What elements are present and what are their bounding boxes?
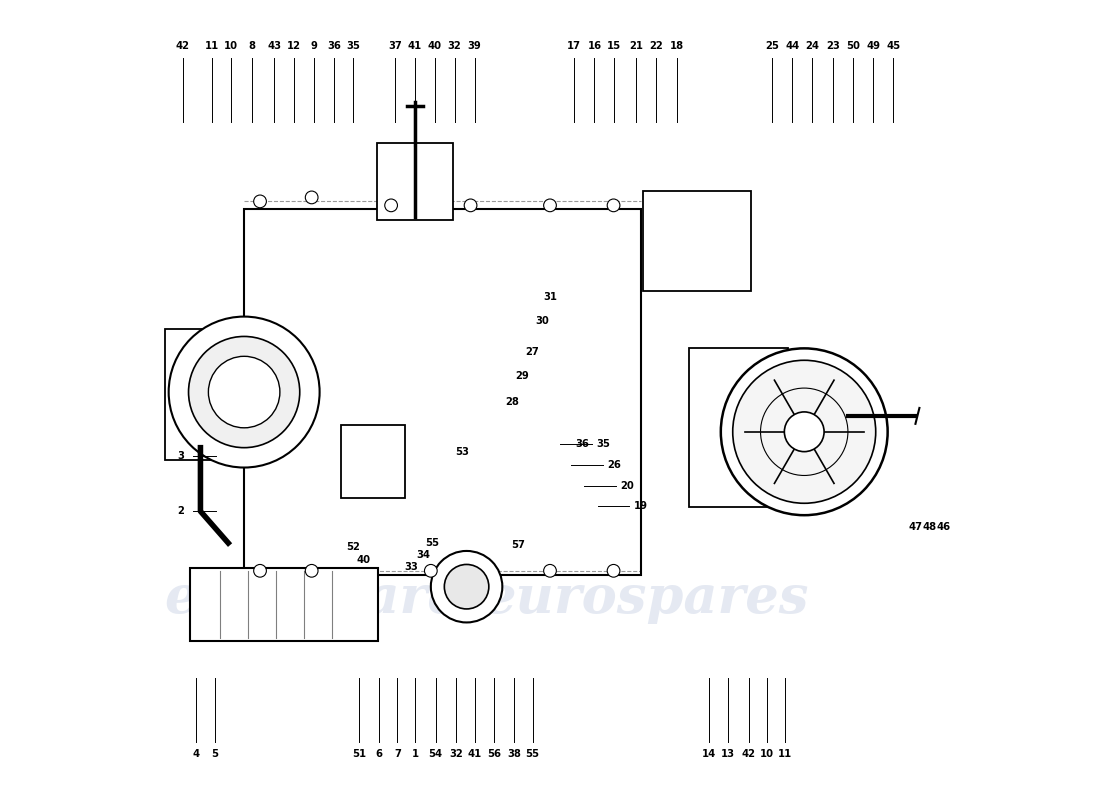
FancyBboxPatch shape [642, 191, 751, 291]
Circle shape [168, 317, 320, 467]
Text: 45: 45 [887, 42, 900, 51]
Text: 30: 30 [536, 315, 549, 326]
Text: 7: 7 [394, 749, 400, 758]
Circle shape [543, 199, 557, 212]
Text: 9: 9 [310, 42, 318, 51]
Text: 37: 37 [388, 42, 401, 51]
Text: 53: 53 [455, 446, 470, 457]
Circle shape [464, 199, 477, 212]
Text: 28: 28 [505, 397, 519, 406]
Circle shape [188, 337, 300, 448]
Text: 13: 13 [720, 749, 735, 758]
Text: 5: 5 [211, 749, 218, 758]
Circle shape [254, 195, 266, 208]
Text: 18: 18 [670, 42, 684, 51]
FancyBboxPatch shape [190, 569, 377, 641]
Text: 8: 8 [249, 42, 255, 51]
FancyBboxPatch shape [165, 329, 249, 459]
Text: 57: 57 [512, 539, 525, 550]
Text: 46: 46 [936, 522, 950, 532]
Text: 54: 54 [429, 749, 442, 758]
Text: 12: 12 [287, 42, 301, 51]
Text: 35: 35 [346, 42, 360, 51]
Text: 10: 10 [760, 749, 774, 758]
Circle shape [385, 199, 397, 212]
Text: 20: 20 [620, 481, 634, 490]
FancyBboxPatch shape [689, 348, 789, 507]
Circle shape [784, 412, 824, 452]
Circle shape [306, 565, 318, 577]
Text: 17: 17 [566, 42, 581, 51]
Text: 55: 55 [526, 749, 539, 758]
Circle shape [254, 565, 266, 577]
Text: 48: 48 [923, 522, 937, 532]
Text: 11: 11 [206, 42, 220, 51]
Text: 55: 55 [426, 538, 439, 548]
Text: 22: 22 [649, 42, 662, 51]
Circle shape [733, 360, 876, 503]
FancyBboxPatch shape [377, 143, 453, 220]
Text: 56: 56 [487, 749, 502, 758]
Text: 32: 32 [450, 749, 463, 758]
Circle shape [720, 348, 888, 515]
Text: 36: 36 [575, 438, 589, 449]
Text: 33: 33 [404, 562, 418, 572]
Text: 27: 27 [526, 347, 539, 358]
Text: 36: 36 [327, 42, 341, 51]
Circle shape [607, 199, 620, 212]
Text: 2: 2 [177, 506, 184, 516]
Text: 31: 31 [543, 292, 557, 302]
Text: 41: 41 [468, 749, 482, 758]
Text: 6: 6 [376, 749, 383, 758]
Text: eurospares: eurospares [482, 573, 808, 624]
Text: 52: 52 [346, 542, 360, 552]
FancyBboxPatch shape [341, 426, 406, 498]
Text: 34: 34 [416, 550, 430, 560]
Circle shape [431, 551, 503, 622]
Text: 21: 21 [629, 42, 642, 51]
Text: 1: 1 [411, 749, 418, 758]
Circle shape [444, 565, 488, 609]
Text: 29: 29 [515, 371, 529, 381]
Text: 44: 44 [785, 42, 800, 51]
Text: 42: 42 [741, 749, 756, 758]
Text: eurospares: eurospares [164, 573, 491, 624]
Text: 25: 25 [766, 42, 780, 51]
Text: 50: 50 [847, 42, 860, 51]
Text: 39: 39 [468, 42, 482, 51]
Text: 47: 47 [909, 522, 923, 532]
Circle shape [425, 565, 437, 577]
Text: 24: 24 [805, 42, 820, 51]
Circle shape [208, 356, 279, 428]
Text: 40: 40 [428, 42, 442, 51]
Circle shape [543, 565, 557, 577]
Text: 38: 38 [507, 749, 521, 758]
Circle shape [607, 565, 620, 577]
Text: 23: 23 [826, 42, 839, 51]
FancyBboxPatch shape [778, 374, 850, 450]
Text: 26: 26 [607, 460, 621, 470]
Text: 41: 41 [408, 42, 422, 51]
Text: 16: 16 [587, 42, 602, 51]
Text: 4: 4 [192, 749, 200, 758]
Text: 40: 40 [356, 555, 371, 566]
Text: 35: 35 [596, 438, 611, 449]
Text: 19: 19 [634, 502, 648, 511]
Text: 11: 11 [778, 749, 792, 758]
Text: 49: 49 [867, 42, 880, 51]
Text: 43: 43 [267, 42, 282, 51]
Text: 51: 51 [352, 749, 366, 758]
Text: 3: 3 [177, 450, 184, 461]
Text: 14: 14 [702, 749, 716, 758]
Text: 32: 32 [448, 42, 462, 51]
Text: 42: 42 [176, 42, 190, 51]
FancyBboxPatch shape [244, 210, 641, 574]
Circle shape [306, 191, 318, 204]
Text: 15: 15 [607, 42, 621, 51]
Text: 10: 10 [223, 42, 238, 51]
